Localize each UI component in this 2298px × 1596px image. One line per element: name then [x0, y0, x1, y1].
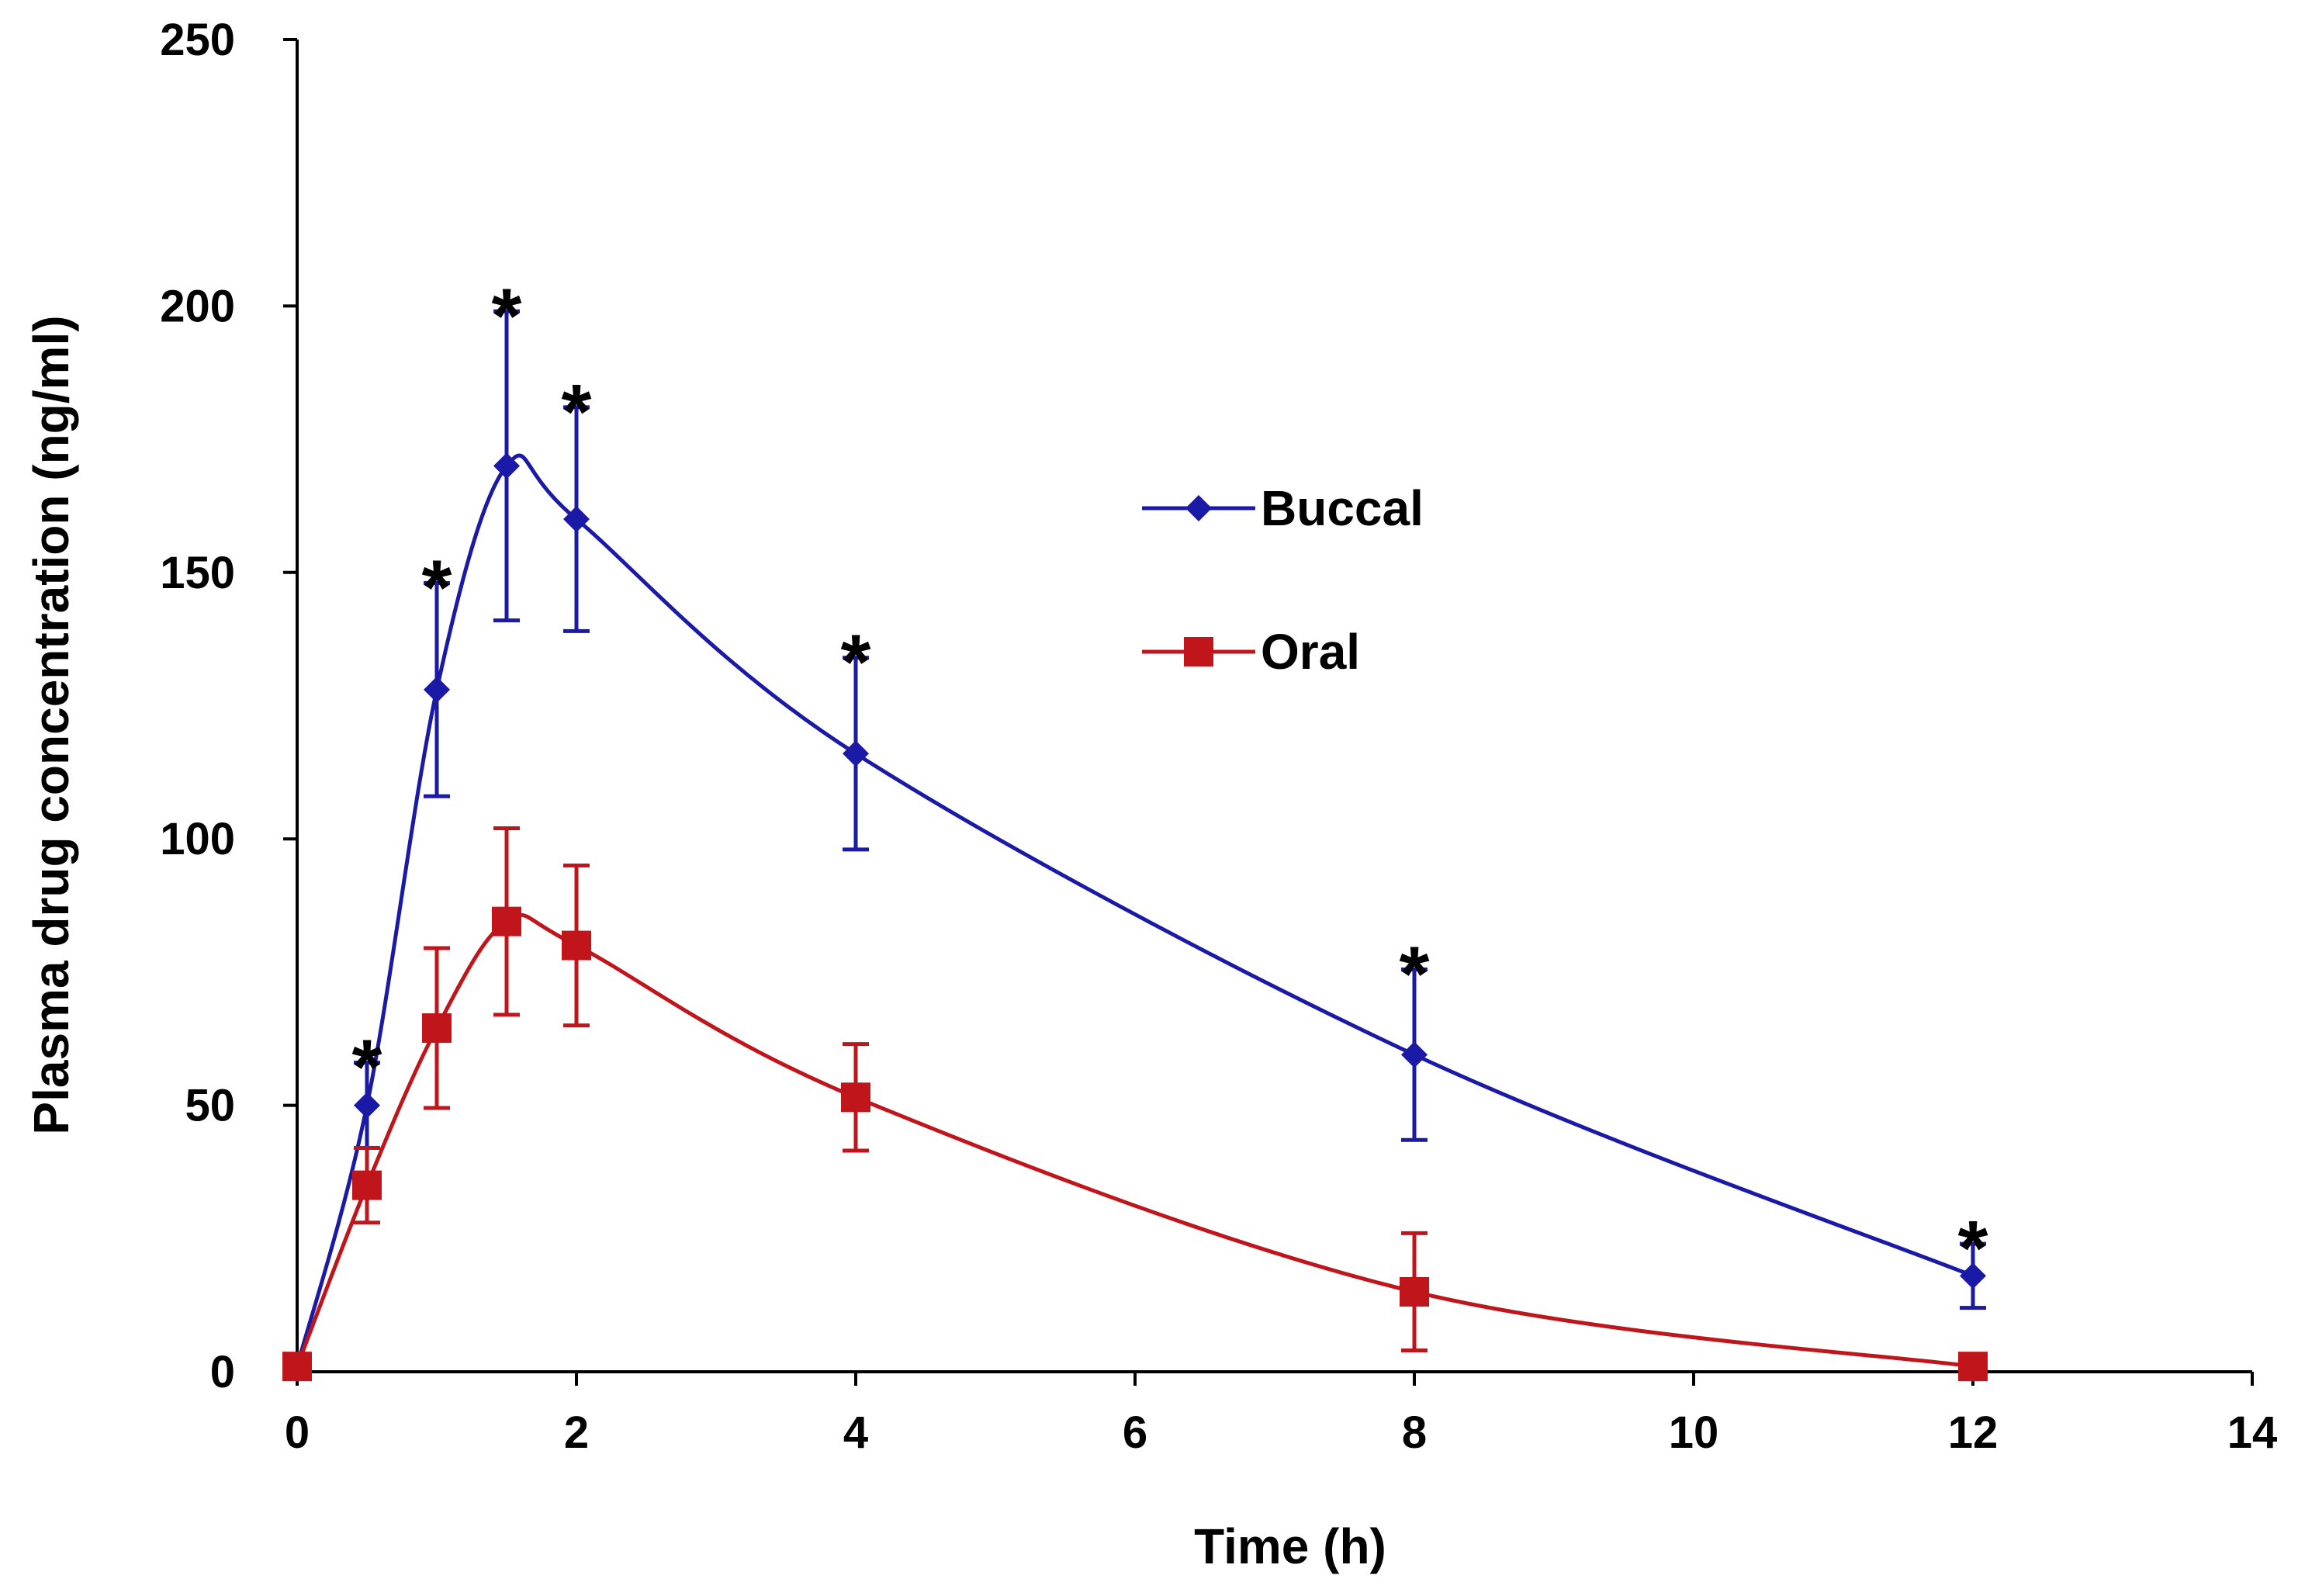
data-point-oral — [1958, 1352, 1988, 1382]
legend-label-oral: Oral — [1261, 624, 1360, 680]
series-line-buccal — [295, 453, 1974, 1367]
axes: 0 2 4 6 8 10 12 14 0 50 100 150 200 250 — [160, 15, 2277, 1458]
legend-marker-buccal — [1185, 495, 1212, 521]
data-point-buccal — [1960, 1262, 1986, 1290]
significance-star: * — [492, 272, 522, 359]
data-point-oral — [1400, 1276, 1429, 1307]
y-tick-label: 100 — [160, 814, 235, 864]
data-point-buccal — [354, 1092, 380, 1119]
legend-item-buccal: Buccal — [1142, 480, 1424, 536]
data-point-oral — [492, 906, 521, 936]
x-tick-label: 14 — [2227, 1407, 2278, 1458]
data-point-oral — [841, 1082, 870, 1113]
significance-star: * — [1400, 930, 1430, 1017]
significance-star: * — [562, 369, 592, 455]
significance-star: * — [422, 545, 452, 632]
data-point-buccal — [843, 740, 869, 767]
y-tick-label: 0 — [210, 1347, 235, 1397]
significance-star: * — [352, 1024, 382, 1111]
data-point-oral — [282, 1352, 312, 1382]
x-tick-label: 6 — [1123, 1407, 1147, 1458]
data-point-oral — [352, 1170, 382, 1200]
x-tick-label: 10 — [1669, 1407, 1719, 1458]
data-point-oral — [562, 930, 591, 961]
x-tick-label: 2 — [564, 1407, 589, 1458]
y-tick-label: 150 — [160, 548, 235, 598]
series-line-oral — [295, 912, 1974, 1369]
data-point-buccal — [424, 676, 450, 703]
x-tick-label: 4 — [843, 1407, 868, 1458]
data-point-buccal — [1401, 1041, 1428, 1068]
significance-star: * — [841, 619, 871, 706]
legend-marker-oral — [1184, 637, 1213, 666]
legend: Buccal Oral — [1142, 480, 1424, 680]
data-point-oral — [422, 1013, 452, 1044]
data-point-buccal — [563, 506, 590, 533]
series-layer: * * * * * * * — [282, 272, 1988, 1382]
x-axis-title: Time (h) — [1194, 1518, 1386, 1574]
y-tick-label: 50 — [185, 1081, 235, 1131]
x-tick-label: 8 — [1402, 1407, 1427, 1458]
series-oral — [282, 826, 1988, 1382]
y-axis-title: Plasma drug concentration (ng/ml) — [23, 315, 79, 1134]
legend-item-oral: Oral — [1142, 624, 1360, 680]
data-point-buccal — [493, 452, 520, 479]
significance-star: * — [1958, 1205, 1988, 1292]
x-tick-label: 12 — [1948, 1407, 1999, 1458]
x-tick-label: 0 — [285, 1407, 310, 1458]
series-buccal: * * * * * * * — [284, 272, 1988, 1380]
y-tick-label: 250 — [160, 15, 235, 65]
y-tick-label: 200 — [160, 281, 235, 331]
legend-label-buccal: Buccal — [1261, 480, 1424, 536]
